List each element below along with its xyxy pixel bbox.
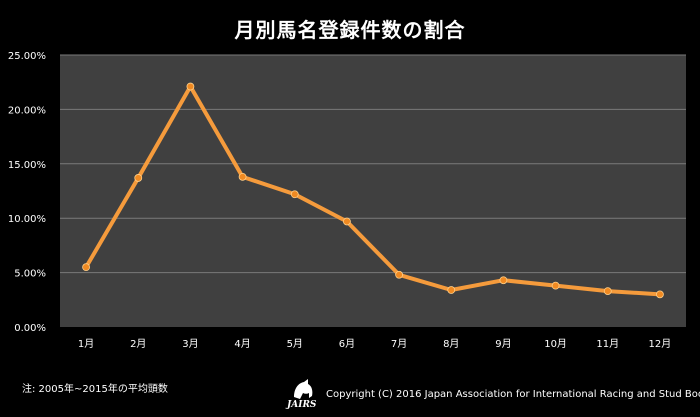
x-tick-label: 6月 [339, 338, 355, 350]
data-point [343, 217, 351, 226]
x-tick-label: 12月 [649, 338, 672, 350]
jairs-horse-logo-icon: JAIRS [285, 379, 317, 409]
y-tick-label: 10.00% [8, 214, 46, 225]
data-point [499, 276, 508, 285]
y-tick-label: 20.00% [8, 105, 46, 116]
logo-text: JAIRS [285, 400, 317, 409]
x-tick-label: 10月 [544, 338, 567, 350]
plot-area [60, 55, 686, 327]
x-tick-label: 4月 [234, 338, 250, 350]
data-point [447, 286, 456, 294]
data-point [238, 172, 247, 181]
x-tick-label: 2月 [130, 338, 146, 350]
data-point [82, 263, 90, 272]
y-tick-label: 0.00% [14, 323, 46, 334]
data-point [603, 287, 612, 295]
x-tick-label: 8月 [443, 338, 459, 350]
y-tick-label: 25.00% [8, 51, 46, 62]
data-point [186, 82, 195, 91]
x-tick-label: 3月 [182, 338, 198, 350]
data-point [395, 270, 403, 279]
x-tick-label: 11月 [596, 338, 619, 350]
data-point [656, 290, 664, 299]
x-tick-label: 9月 [495, 338, 511, 350]
data-point [551, 281, 560, 290]
y-tick-label: 5.00% [14, 269, 46, 280]
chart-title: 月別馬名登録件数の割合 [234, 18, 466, 42]
x-tick-label: 7月 [391, 338, 407, 350]
y-tick-label: 15.00% [8, 160, 46, 171]
x-tick-label: 1月 [78, 338, 94, 350]
copyright-text: Copyright (C) 2016 Japan Association for… [326, 389, 700, 400]
x-tick-label: 5月 [287, 338, 303, 350]
footnote: 注: 2005年~2015年の平均頭数 [22, 384, 168, 395]
data-point [134, 174, 143, 182]
data-point [290, 190, 299, 199]
series-line [84, 84, 662, 297]
